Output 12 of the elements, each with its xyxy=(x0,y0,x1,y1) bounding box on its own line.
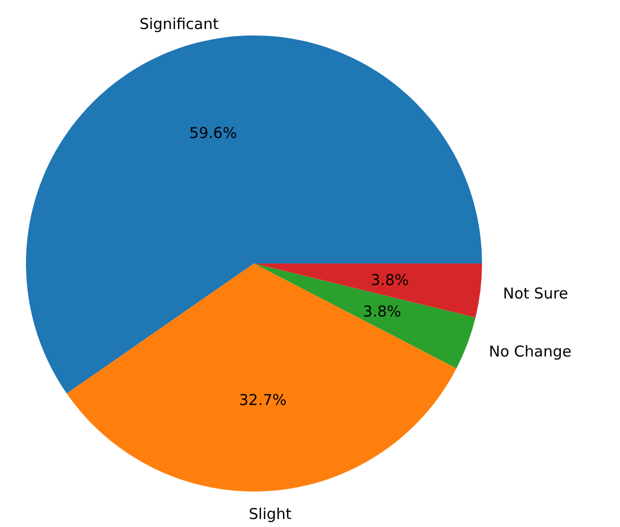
data-label: 32.7% xyxy=(238,391,287,410)
pie-slice xyxy=(26,36,482,394)
pie-slice xyxy=(254,264,476,368)
pie-slice xyxy=(254,264,482,318)
data-label: 3.8% xyxy=(363,302,402,320)
slice-label: Slight xyxy=(248,504,292,523)
data-label: 3.8% xyxy=(370,270,409,289)
slice-label: No Change xyxy=(488,342,572,360)
pie-slice xyxy=(66,264,456,492)
data-label: 59.6% xyxy=(189,124,237,142)
slice-label: Significant xyxy=(139,15,219,34)
slice-label: Not Sure xyxy=(503,284,568,302)
